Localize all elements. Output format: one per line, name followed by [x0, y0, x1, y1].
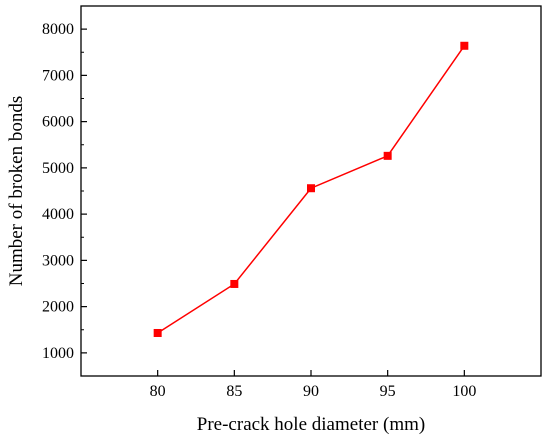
y-tick-label: 1000 [42, 345, 74, 362]
y-tick-label: 2000 [42, 299, 74, 316]
x-axis: 80 85 90 95 100 [150, 370, 476, 400]
x-tick-label: 80 [150, 383, 166, 400]
y-tick-label: 3000 [42, 252, 74, 269]
y-tick-label: 7000 [42, 67, 74, 84]
x-tick-label: 95 [380, 383, 396, 400]
data-point [460, 41, 469, 50]
x-tick-label: 100 [452, 383, 476, 400]
x-axis-title: Pre-crack hole diameter (mm) [197, 414, 425, 435]
y-tick-label: 6000 [42, 114, 74, 131]
y-tick-label: 8000 [42, 21, 74, 38]
data-point [307, 184, 315, 193]
data-point [383, 151, 392, 160]
y-tick-label: 4000 [42, 206, 74, 223]
data-point [230, 279, 239, 288]
x-tick-label: 85 [226, 383, 242, 400]
series-layer [153, 41, 469, 337]
y-axis-title: Number of broken bonds [6, 96, 27, 287]
data-point [153, 328, 162, 337]
y-tick-label: 5000 [42, 160, 74, 177]
y-axis: 1000 2000 3000 4000 5000 6000 7000 8000 [42, 5, 87, 377]
x-tick-label: 90 [303, 383, 319, 400]
